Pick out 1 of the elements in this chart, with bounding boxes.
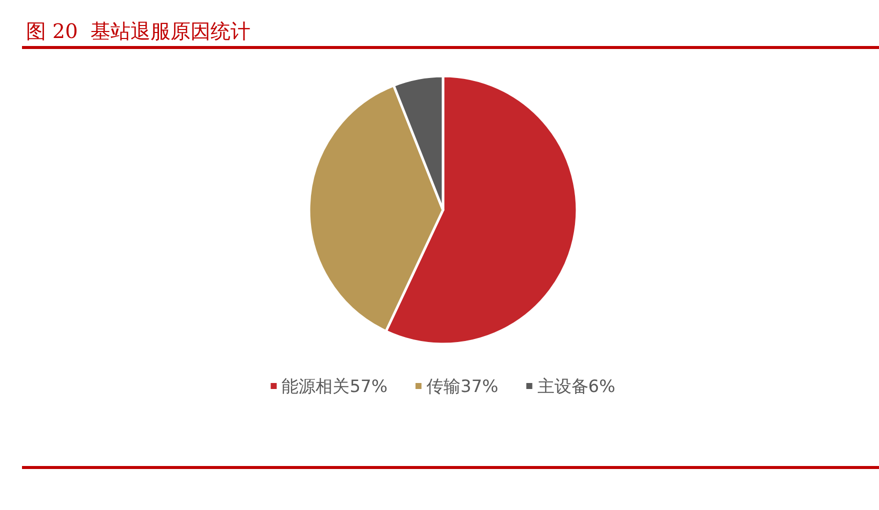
title: 图 20 基站退服原因统计 xyxy=(26,19,251,43)
